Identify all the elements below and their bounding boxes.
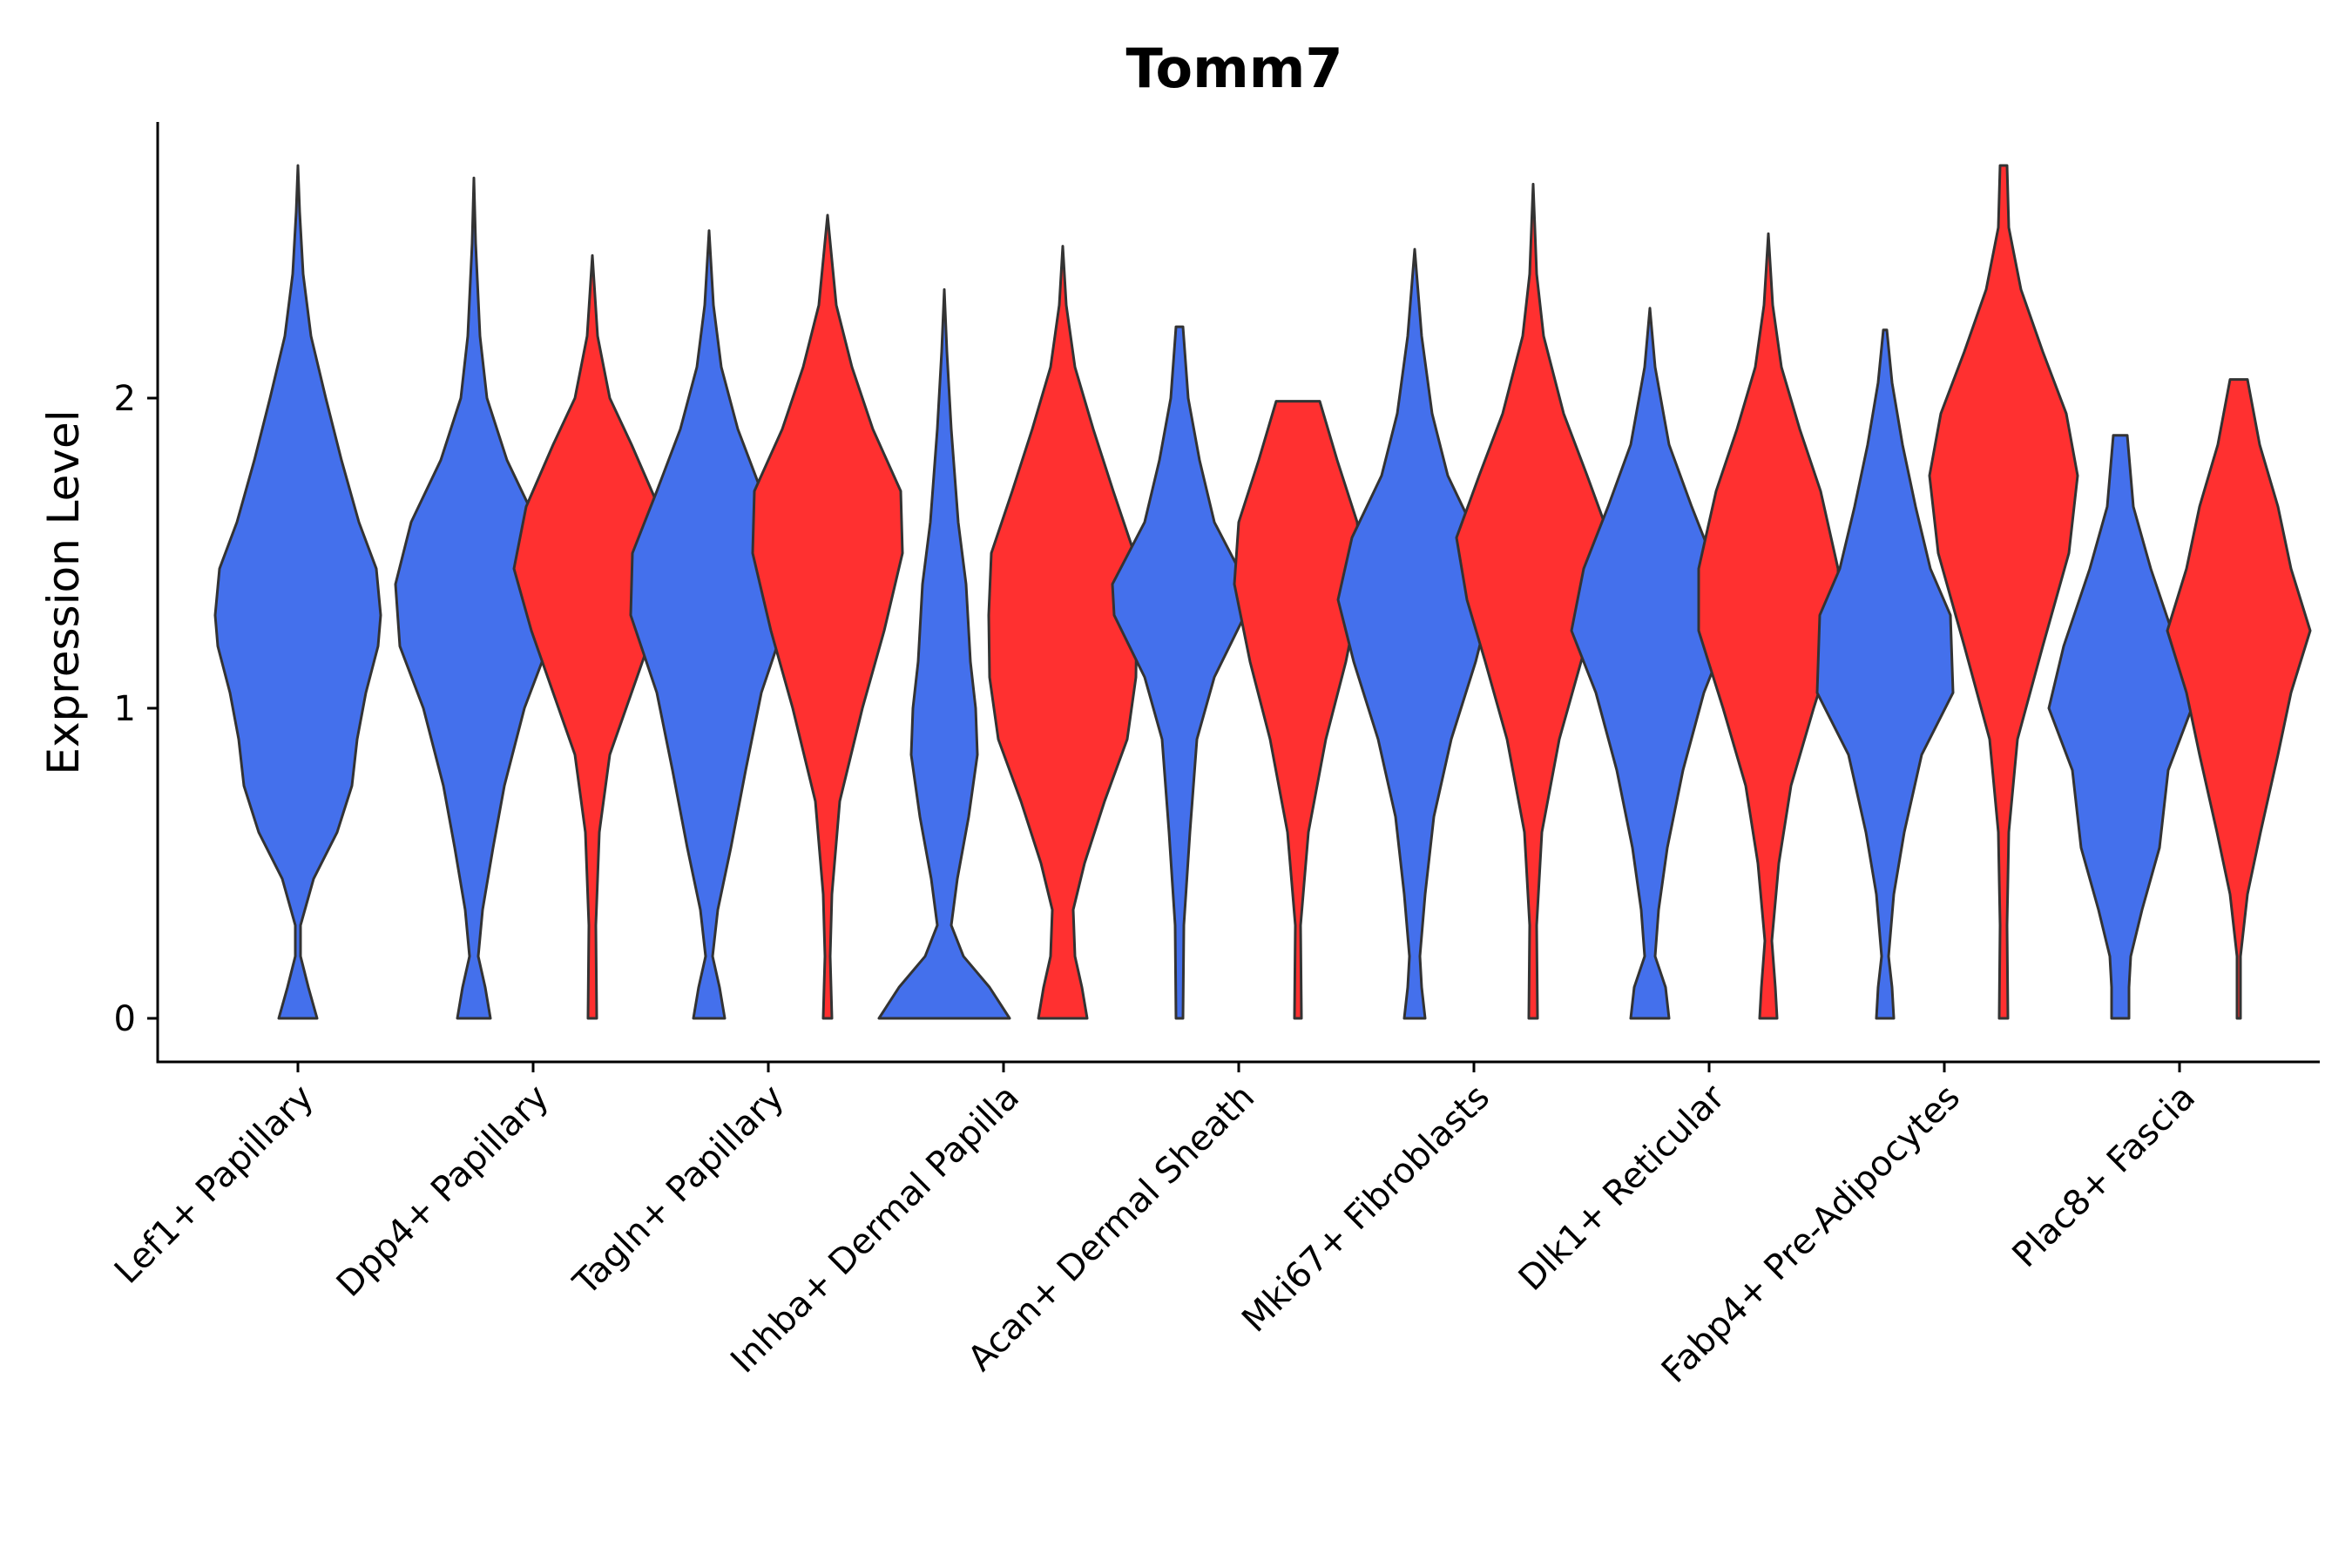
violin-3-groupA [877, 287, 1011, 1020]
y-ticks: 0 1 2 [114, 379, 158, 1039]
violin-8-groupB [2166, 378, 2312, 1020]
x-tick-label-8: Plac8+ Fascia [2005, 1078, 2204, 1276]
chart-title: Tomm7 [1126, 37, 1343, 100]
y-tick-label-2: 2 [114, 379, 136, 419]
y-axis-label: Expression Level [38, 409, 89, 774]
violin-5-groupA [1336, 247, 1493, 1020]
violins-layer [213, 164, 2312, 1020]
violin-8-groupA [2047, 434, 2193, 1020]
violin-7-groupA [1815, 328, 1955, 1020]
violin-0-groupA [213, 164, 382, 1020]
x-tick-label-1: Dpp4+ Papillary [329, 1078, 557, 1305]
y-tick-label-1: 1 [114, 689, 136, 729]
violin-4-groupA [1111, 325, 1248, 1020]
x-ticks: Lef1+ Papillary Dpp4+ Papillary Tagln+ Pap… [107, 1062, 2203, 1391]
x-tick-label-6: Dlk1+ Reticular [1511, 1077, 1734, 1299]
violin-6-groupB [1697, 232, 1840, 1020]
violin-2-groupA [629, 229, 789, 1020]
violin-5-groupB [1455, 182, 1612, 1020]
violin-4-groupB [1233, 400, 1363, 1020]
x-tick-label-5: Mki67+ Fibroblasts [1234, 1078, 1497, 1341]
violin-1-groupB [512, 253, 672, 1020]
violin-7-groupB [1928, 164, 2079, 1020]
violin-2-groupB [751, 213, 904, 1020]
violin-3-groupB [987, 245, 1139, 1020]
x-tick-label-0: Lef1+ Papillary [107, 1078, 321, 1292]
violin-1-groupA [394, 176, 554, 1020]
y-tick-label-0: 0 [114, 999, 136, 1039]
violin-6-groupA [1570, 307, 1730, 1020]
x-tick-label-2: Tagln+ Papillary [565, 1078, 792, 1304]
